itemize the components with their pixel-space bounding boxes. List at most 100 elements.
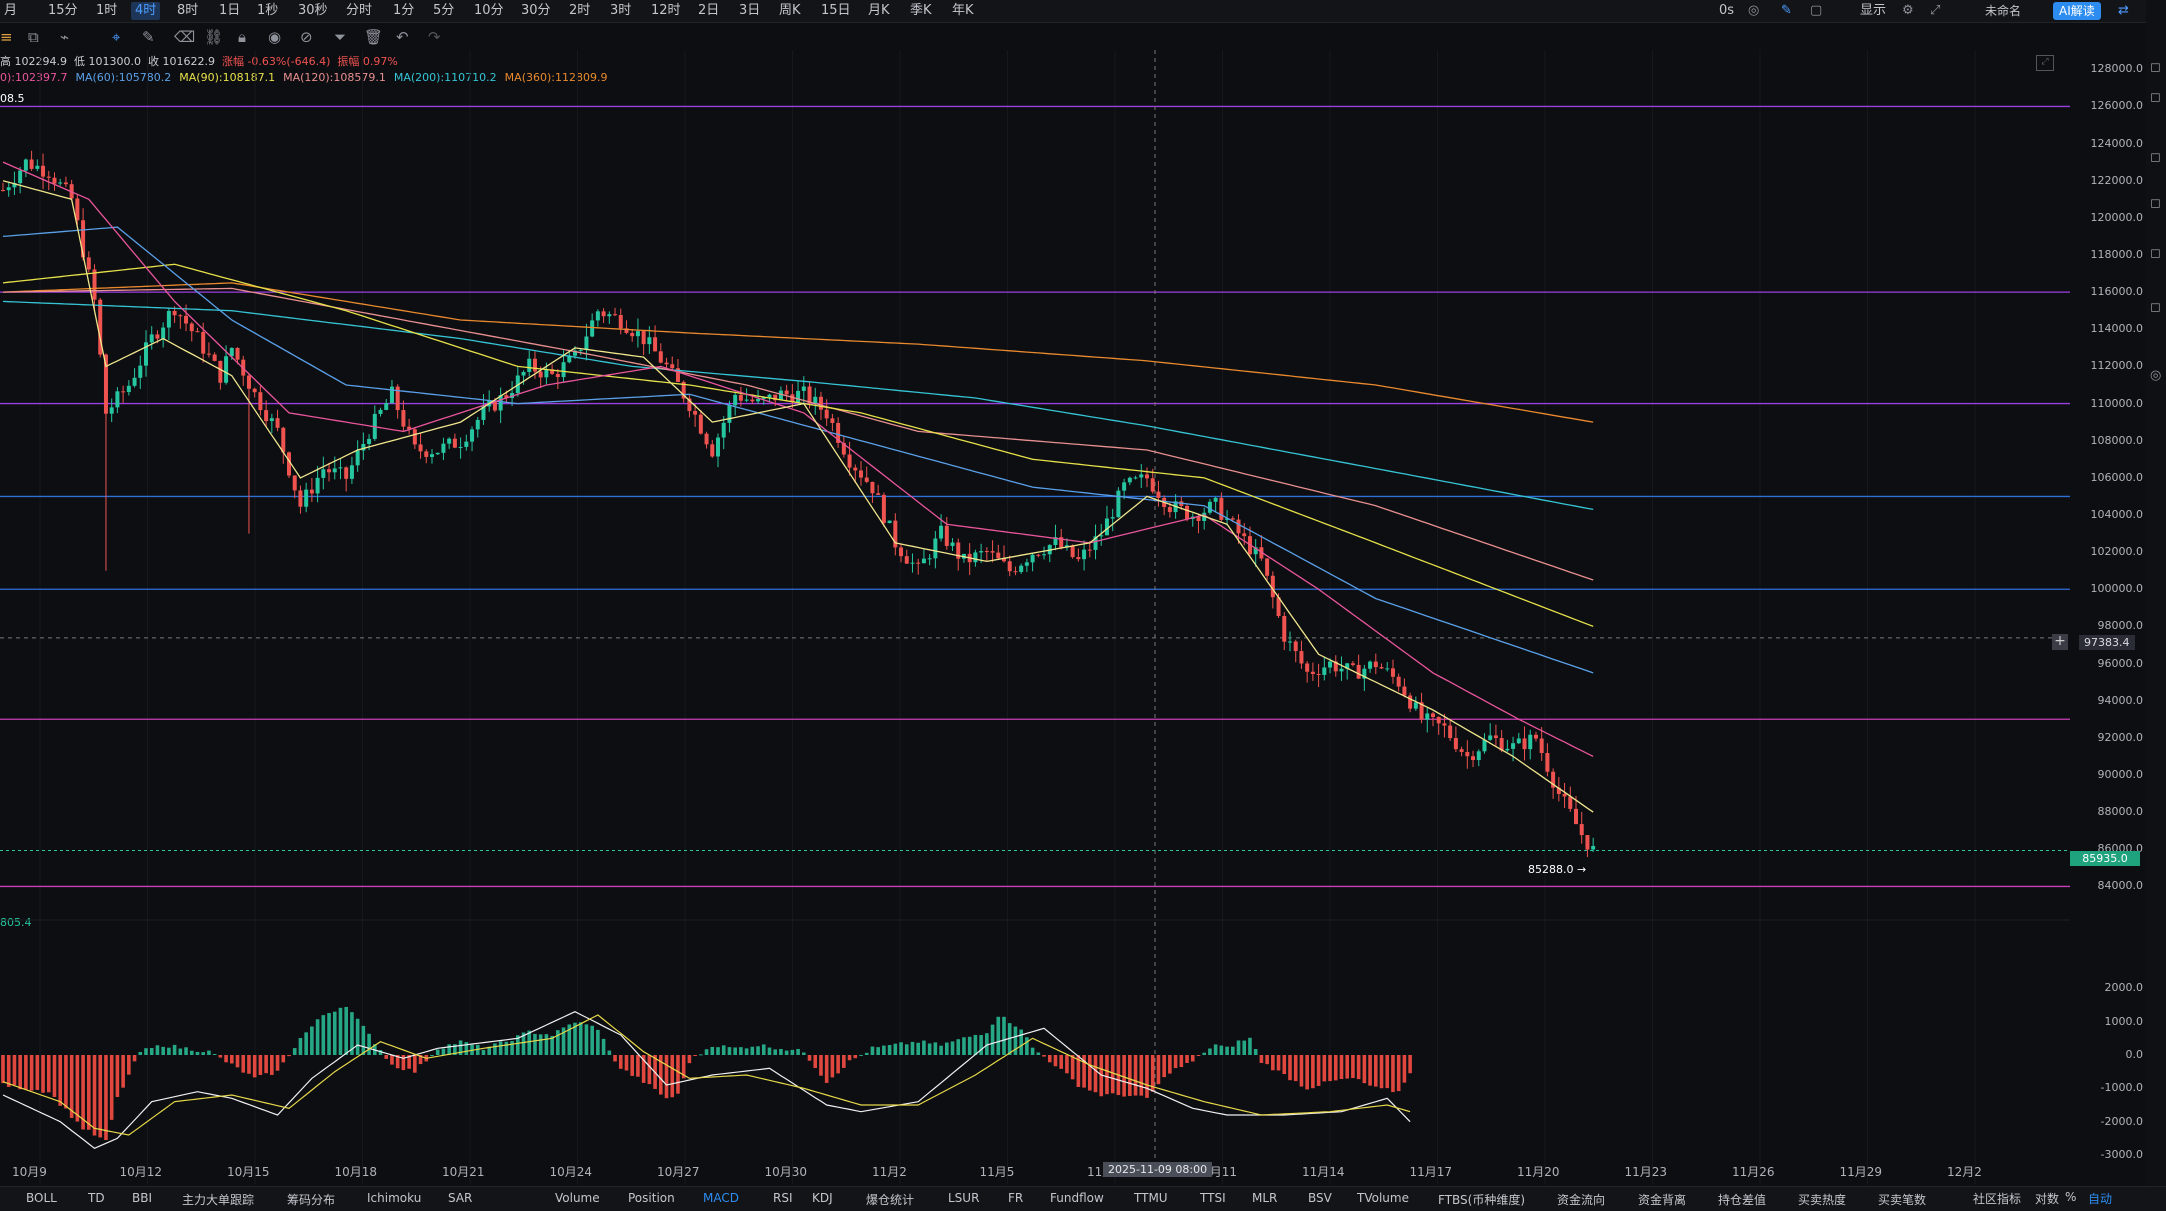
indicator-17[interactable]: TTSI (1200, 1191, 1226, 1205)
timeframe-11[interactable]: 10分 (474, 3, 504, 18)
candle-body (332, 468, 337, 473)
indicator-12[interactable]: 爆仓统计 (866, 1193, 915, 1207)
window-icon[interactable]: ▢ (1810, 3, 1823, 18)
macd-bar (521, 1032, 526, 1055)
timeframe-10[interactable]: 5分 (433, 3, 455, 18)
side-icon-5[interactable]: ◻ (2150, 246, 2161, 261)
timeframe-12[interactable]: 30分 (521, 3, 551, 18)
draw-icon[interactable]: ✎ (1781, 3, 1792, 18)
refresh-timer[interactable]: 0s (1719, 3, 1735, 18)
indicator-3[interactable]: 主力大单跟踪 (182, 1193, 255, 1207)
indicator-14[interactable]: FR (1008, 1191, 1024, 1205)
side-icon-6[interactable]: ◻ (2150, 300, 2161, 315)
redo-icon[interactable]: ↷ (428, 28, 441, 46)
link-tool-icon[interactable]: ⛓ (204, 28, 224, 46)
timeframe-3[interactable]: 4时 (131, 2, 161, 20)
timeframe-13[interactable]: 2时 (569, 3, 591, 18)
timeframe-4[interactable]: 8时 (177, 3, 199, 18)
price-axis[interactable]: 128000.0 126000.0 124000.0 122000.0 120000.0… (2070, 50, 2166, 1185)
indicator-6[interactable]: SAR (448, 1191, 473, 1205)
macd-bar (847, 1055, 852, 1061)
auto-scale-toggle[interactable]: 自动 (2088, 1192, 2113, 1206)
timeframe-7[interactable]: 30秒 (298, 3, 328, 18)
indicator-20[interactable]: TVolume (1357, 1191, 1409, 1205)
trash-icon[interactable]: 🗑︎ (364, 28, 384, 46)
timeframe-1[interactable]: 15分 (48, 3, 78, 18)
community-indicators[interactable]: 社区指标 (1973, 1192, 2022, 1206)
macd-bar (52, 1055, 57, 1097)
eraser-tool-icon[interactable]: ⌫ (174, 28, 196, 46)
price-chart[interactable] (0, 50, 2070, 1185)
candle-body (698, 414, 703, 434)
side-icon-2[interactable]: ◻ (2150, 90, 2161, 105)
indicator-10[interactable]: RSI (773, 1191, 793, 1205)
brush-icon[interactable]: ⌁ (60, 28, 70, 46)
indicator-15[interactable]: Fundflow (1050, 1191, 1104, 1205)
log-scale-toggle[interactable]: 对数 (2035, 1192, 2060, 1206)
magnet-tool-icon[interactable]: ⊘ (300, 28, 313, 46)
indicator-0[interactable]: BOLL (26, 1191, 57, 1205)
layout-name-dropdown[interactable]: 未命名 (1985, 4, 2022, 18)
filter-tool-icon[interactable]: ⏷ (334, 28, 347, 46)
compare-icon[interactable]: ⧉ (28, 28, 39, 46)
lock-tool-icon[interactable]: 🔒︎ (238, 28, 246, 46)
indicator-4[interactable]: 筹码分布 (287, 1193, 336, 1207)
favorite-icon[interactable]: ≡ (0, 28, 13, 46)
timeframe-15[interactable]: 12时 (651, 3, 681, 18)
side-icon-7[interactable]: ◎ (2150, 368, 2162, 383)
indicator-5[interactable]: Ichimoku (367, 1191, 422, 1205)
indicator-25[interactable]: 买卖热度 (1798, 1193, 1847, 1207)
indicator-8[interactable]: Position (628, 1191, 675, 1205)
timeframe-17[interactable]: 3日 (739, 3, 761, 18)
indicator-23[interactable]: 资金背离 (1638, 1193, 1687, 1207)
indicator-18[interactable]: MLR (1252, 1191, 1278, 1205)
candle-body (201, 331, 206, 354)
indicator-11[interactable]: KDJ (812, 1191, 833, 1205)
cursor-tool-icon[interactable]: ⌖ (112, 28, 121, 46)
indicator-1[interactable]: TD (88, 1191, 105, 1205)
share-icon[interactable]: ⇄ (2118, 3, 2129, 18)
timeframe-2[interactable]: 1时 (96, 3, 118, 18)
timeframe-5[interactable]: 1日 (219, 3, 241, 18)
macd-bar (636, 1055, 640, 1077)
indicator-16[interactable]: TTMU (1134, 1191, 1168, 1205)
indicator-19[interactable]: BSV (1308, 1191, 1332, 1205)
timeframe-19[interactable]: 15日 (821, 3, 851, 18)
indicator-22[interactable]: 资金流向 (1557, 1193, 1606, 1207)
timeframe-14[interactable]: 3时 (610, 3, 632, 18)
add-alert-icon[interactable]: + (2052, 634, 2068, 650)
gear-icon[interactable]: ⚙ (1902, 3, 1914, 18)
timeframe-22[interactable]: 年K (952, 3, 974, 18)
macd-bar (1379, 1055, 1384, 1089)
side-icon-3[interactable]: ◻ (2150, 150, 2161, 165)
timeframe-6[interactable]: 1秒 (257, 3, 279, 18)
indicator-2[interactable]: BBI (132, 1191, 153, 1205)
timeframe-0[interactable]: 月 (4, 3, 18, 18)
visible-tool-icon[interactable]: ◉ (268, 28, 282, 46)
candle-body (1419, 702, 1424, 720)
indicator-9[interactable]: MACD (703, 1191, 739, 1205)
timeframe-21[interactable]: 季K (910, 3, 932, 18)
percent-toggle[interactable]: % (2065, 1190, 2077, 1204)
indicator-21[interactable]: FTBS(币种维度) (1438, 1193, 1526, 1207)
timeframe-16[interactable]: 2日 (698, 3, 720, 18)
timeframe-8[interactable]: 分时 (346, 3, 373, 18)
undo-icon[interactable]: ↶ (396, 28, 409, 46)
expand-icon[interactable]: ⤢ (2036, 55, 2054, 71)
side-icon-1[interactable]: ◻ (2150, 60, 2161, 75)
camera-icon[interactable]: ◎ (1748, 3, 1760, 18)
candle-body (721, 422, 726, 438)
pen-tool-icon[interactable]: ✎ (142, 28, 155, 46)
timeframe-20[interactable]: 月K (868, 3, 890, 18)
timeframe-9[interactable]: 1分 (393, 3, 415, 18)
show-button[interactable]: 显示 (1860, 3, 1887, 18)
side-icon-4[interactable]: ◻ (2150, 196, 2161, 211)
indicator-26[interactable]: 买卖笔数 (1878, 1193, 1927, 1207)
candle-body (664, 362, 669, 365)
ai-interpret-button[interactable]: AI解读 (2053, 2, 2101, 20)
indicator-7[interactable]: Volume (555, 1191, 600, 1205)
indicator-24[interactable]: 持仓差值 (1718, 1193, 1767, 1207)
fullscreen-icon[interactable]: ⤢ (1930, 3, 1941, 18)
indicator-13[interactable]: LSUR (948, 1191, 980, 1205)
timeframe-18[interactable]: 周K (779, 3, 801, 18)
